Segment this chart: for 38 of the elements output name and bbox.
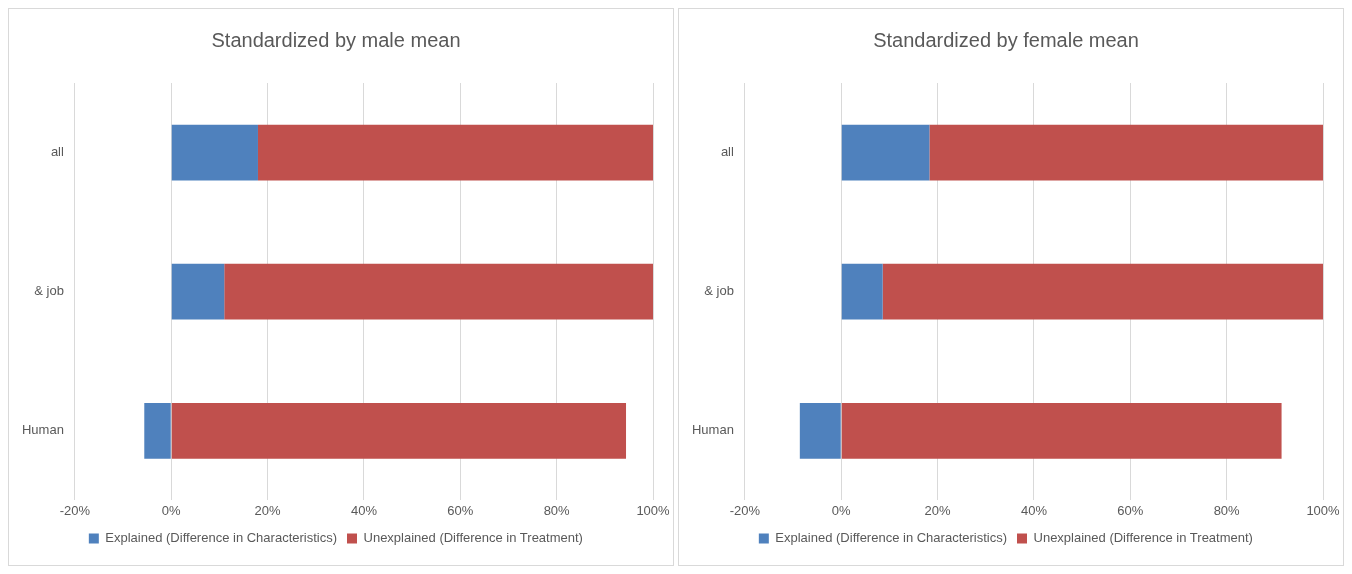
legend-label: Explained (Difference in Characteristics) [105, 530, 338, 546]
x-tick-label: 60% [447, 502, 474, 518]
bar [841, 124, 930, 181]
y-tick-label: Human [21, 422, 64, 438]
x-tick-label: 100% [636, 502, 671, 518]
x-tick-label: 20% [254, 502, 282, 518]
x-tick-label: 40% [1020, 502, 1048, 518]
bar [841, 263, 883, 320]
x-tick-label: 60% [1117, 502, 1144, 518]
bar [841, 403, 1282, 459]
x-tick-label: 20% [924, 502, 952, 518]
x-tick-label: -20% [59, 502, 91, 518]
y-tick-label: & job [704, 283, 734, 299]
x-tick-label: 0% [831, 502, 852, 518]
chart-title: Standardized by female mean [873, 28, 1139, 51]
legend-label: Unexplained (Difference in Treatment) [1033, 530, 1253, 546]
bar [171, 403, 627, 459]
bar [882, 263, 1323, 320]
x-tick-label: 100% [1306, 502, 1341, 518]
x-tick-label: 0% [161, 502, 182, 518]
chart-title: Standardized by male mean [211, 28, 461, 51]
bar [171, 263, 225, 320]
x-tick-label: 80% [543, 502, 571, 518]
y-tick-label: all [50, 144, 65, 160]
bar [144, 403, 171, 459]
bar [929, 124, 1323, 181]
y-tick-label: Human [691, 422, 734, 438]
bar [799, 403, 841, 459]
x-tick-label: 40% [350, 502, 378, 518]
bar [171, 124, 258, 181]
legend-label: Explained (Difference in Characteristics) [775, 530, 1008, 546]
x-tick-label: 80% [1213, 502, 1241, 518]
x-tick-label: -20% [729, 502, 761, 518]
legend-label: Unexplained (Difference in Treatment) [363, 530, 583, 546]
y-tick-label: & job [34, 283, 64, 299]
y-tick-label: all [720, 144, 735, 160]
bar [224, 263, 653, 320]
bar [257, 124, 653, 181]
